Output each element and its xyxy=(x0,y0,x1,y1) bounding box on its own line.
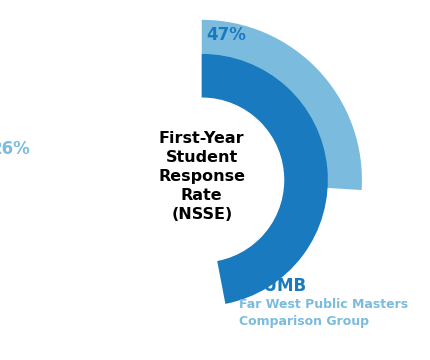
Wedge shape xyxy=(202,54,328,304)
Text: 47%: 47% xyxy=(206,26,246,44)
Circle shape xyxy=(120,98,283,262)
Text: 26%: 26% xyxy=(0,140,31,158)
Text: First-Year
Student
Response
Rate
(NSSE): First-Year Student Response Rate (NSSE) xyxy=(158,131,245,222)
Text: Far West Public Masters
Comparison Group: Far West Public Masters Comparison Group xyxy=(239,298,408,328)
Wedge shape xyxy=(202,20,362,190)
Text: CSUMB: CSUMB xyxy=(239,276,306,294)
